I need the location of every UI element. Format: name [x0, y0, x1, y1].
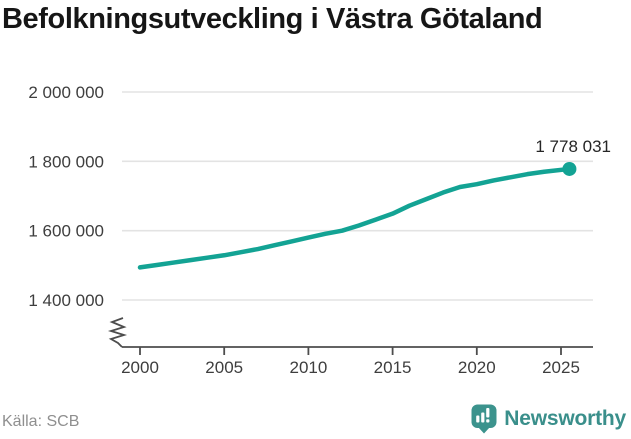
- y-axis-tick-label: 1 800 000: [28, 152, 104, 171]
- y-axis-tick-label: 2 000 000: [28, 83, 104, 102]
- chart-title: Befolkningsutveckling i Västra Götaland: [2, 3, 543, 35]
- end-value-label: 1 778 031: [535, 137, 611, 156]
- y-axis-tick-label: 1 400 000: [28, 291, 104, 310]
- x-axis-tick-label: 2015: [374, 358, 412, 377]
- x-axis-tick-label: 2020: [458, 358, 496, 377]
- end-point-marker: [562, 161, 577, 176]
- newsworthy-brand: Newsworthy: [471, 404, 626, 434]
- source-caption: Källa: SCB: [2, 413, 80, 430]
- newsworthy-logo-icon: [471, 404, 497, 434]
- x-axis-tick-label: 2000: [121, 358, 159, 377]
- y-axis-tick-label: 1 600 000: [28, 222, 104, 241]
- axis-break-icon: [107, 317, 128, 348]
- x-axis-tick-label: 2025: [542, 358, 580, 377]
- x-axis-tick-label: 2005: [205, 358, 243, 377]
- x-axis-tick-label: 2010: [289, 358, 327, 377]
- population-line: [137, 166, 572, 270]
- newsworthy-brand-text: Newsworthy: [504, 407, 626, 430]
